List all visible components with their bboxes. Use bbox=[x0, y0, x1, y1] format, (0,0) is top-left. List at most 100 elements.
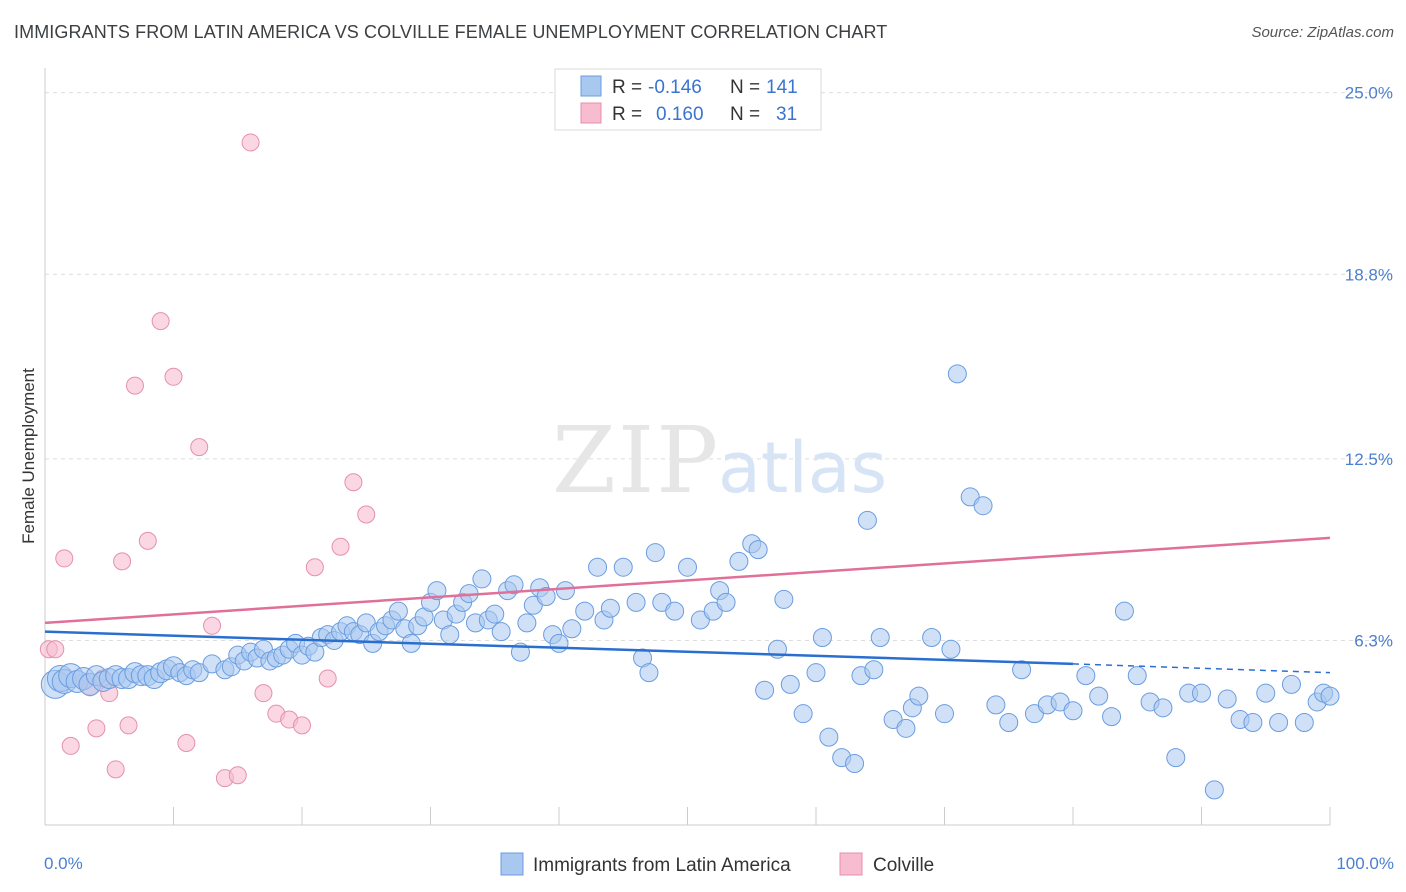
data-point-latin-america bbox=[626, 592, 646, 612]
data-point-latin-america bbox=[1281, 674, 1301, 694]
data-point-latin-america bbox=[819, 727, 839, 747]
data-point-latin-america bbox=[793, 704, 813, 724]
data-point-colville bbox=[318, 669, 337, 688]
data-point-latin-america bbox=[780, 674, 800, 694]
trend-line-latin-america bbox=[44, 630, 1074, 666]
data-point-latin-america bbox=[729, 551, 749, 571]
data-point-latin-america bbox=[999, 712, 1019, 732]
data-point-latin-america bbox=[536, 587, 556, 607]
data-point-latin-america bbox=[864, 660, 884, 680]
data-point-latin-america bbox=[472, 569, 492, 589]
legend-n-label: N = bbox=[730, 104, 760, 125]
data-point-colville bbox=[151, 312, 170, 331]
data-point-colville bbox=[305, 558, 324, 577]
legend-swatch-blue bbox=[580, 75, 602, 97]
data-point-colville bbox=[357, 505, 376, 524]
legend-row-colville: R = 0.160 N = 31 bbox=[580, 102, 797, 125]
legend-r-value: -0.146 bbox=[648, 77, 702, 98]
data-point-colville bbox=[138, 531, 157, 550]
data-point-latin-america bbox=[716, 592, 736, 612]
data-point-latin-america bbox=[665, 601, 685, 621]
legend-r-label: R = bbox=[612, 77, 642, 98]
watermark-zip: ZIP bbox=[552, 407, 720, 514]
data-point-latin-america bbox=[517, 613, 537, 633]
data-point-colville bbox=[125, 376, 144, 395]
data-point-latin-america bbox=[562, 619, 582, 639]
data-point-latin-america bbox=[588, 557, 608, 577]
data-point-colville bbox=[190, 438, 209, 457]
data-point-colville bbox=[293, 716, 311, 735]
data-point-colville bbox=[119, 716, 138, 735]
data-point-latin-america bbox=[1166, 748, 1186, 768]
bottom-legend-swatch-pink bbox=[839, 852, 863, 876]
trend-lines bbox=[44, 536, 1331, 674]
data-point-latin-america bbox=[748, 540, 768, 560]
bottom-legend-label-latin-america: Immigrants from Latin America bbox=[533, 855, 791, 876]
watermark: ZIP atlas bbox=[552, 407, 887, 514]
data-point-latin-america bbox=[613, 557, 633, 577]
data-point-latin-america bbox=[812, 628, 832, 648]
data-point-latin-america bbox=[935, 704, 954, 724]
bottom-legend-label-colville: Colville bbox=[873, 855, 934, 876]
legend-box: R = -0.146 N = 141 R = 0.160 N = 31 bbox=[554, 68, 822, 131]
data-point-latin-america bbox=[1089, 686, 1109, 706]
data-point-colville bbox=[344, 473, 363, 492]
data-point-latin-america bbox=[1294, 712, 1314, 732]
data-point-latin-america bbox=[774, 589, 794, 609]
legend-n-value: 31 bbox=[776, 104, 797, 125]
x-tick-label: 100.0% bbox=[1336, 854, 1394, 873]
data-point-latin-america bbox=[1243, 712, 1263, 732]
data-point-colville bbox=[164, 367, 183, 386]
data-point-latin-america bbox=[440, 625, 460, 645]
data-point-latin-america bbox=[600, 598, 620, 618]
data-point-latin-america bbox=[755, 680, 775, 700]
data-point-latin-america bbox=[922, 628, 942, 648]
data-point-latin-america bbox=[639, 663, 659, 683]
data-point-latin-america bbox=[947, 364, 967, 384]
legend-row-latin-america: R = -0.146 N = 141 bbox=[580, 75, 798, 98]
bottom-legend: Immigrants from Latin America Colville bbox=[500, 852, 934, 876]
data-point-colville bbox=[331, 537, 350, 556]
data-point-latin-america bbox=[388, 601, 408, 621]
y-tick-label: 18.8% bbox=[1345, 265, 1393, 284]
data-point-latin-america bbox=[1076, 666, 1096, 686]
data-point-colville bbox=[55, 549, 74, 568]
data-point-latin-america bbox=[1012, 660, 1032, 680]
y-tick-label: 12.5% bbox=[1345, 450, 1393, 469]
data-point-latin-america bbox=[1114, 601, 1134, 621]
data-point-latin-america bbox=[645, 543, 665, 563]
chart-title: IMMIGRANTS FROM LATIN AMERICA VS COLVILL… bbox=[14, 22, 888, 42]
data-point-latin-america bbox=[857, 510, 877, 530]
data-point-latin-america bbox=[485, 604, 505, 624]
data-point-colville bbox=[87, 719, 106, 738]
legend-r-value: 0.160 bbox=[656, 104, 704, 125]
source-credit: Source: ZipAtlas.com bbox=[1251, 24, 1394, 41]
data-point-latin-america bbox=[1102, 707, 1122, 727]
data-point-latin-america bbox=[973, 496, 993, 516]
series-latin-america-points bbox=[40, 364, 1340, 800]
data-point-colville bbox=[106, 760, 125, 779]
legend-n-value: 141 bbox=[766, 77, 798, 98]
data-point-latin-america bbox=[1153, 698, 1173, 718]
data-point-colville bbox=[61, 736, 80, 755]
data-point-latin-america bbox=[986, 695, 1006, 715]
y-tick-labels: 6.3% 12.5% 18.8% 25.0% bbox=[1345, 84, 1393, 651]
axes bbox=[44, 68, 1331, 826]
x-tick-labels: 0.0% 100.0% bbox=[44, 854, 1394, 873]
data-point-latin-america bbox=[555, 581, 575, 601]
data-point-latin-america bbox=[1063, 701, 1083, 721]
data-point-colville bbox=[203, 616, 222, 635]
y-tick-label: 25.0% bbox=[1345, 84, 1393, 103]
data-point-latin-america bbox=[491, 622, 511, 642]
data-point-latin-america bbox=[1192, 683, 1211, 703]
data-point-latin-america bbox=[549, 633, 569, 653]
y-tick-label: 6.3% bbox=[1354, 631, 1393, 650]
watermark-atlas: atlas bbox=[718, 427, 887, 509]
data-point-latin-america bbox=[896, 718, 916, 738]
data-point-latin-america bbox=[427, 581, 447, 601]
data-point-latin-america bbox=[575, 601, 595, 621]
data-point-latin-america bbox=[845, 753, 865, 773]
trend-line-latin-america-extension bbox=[1072, 663, 1331, 674]
bottom-legend-swatch-blue bbox=[500, 852, 524, 876]
